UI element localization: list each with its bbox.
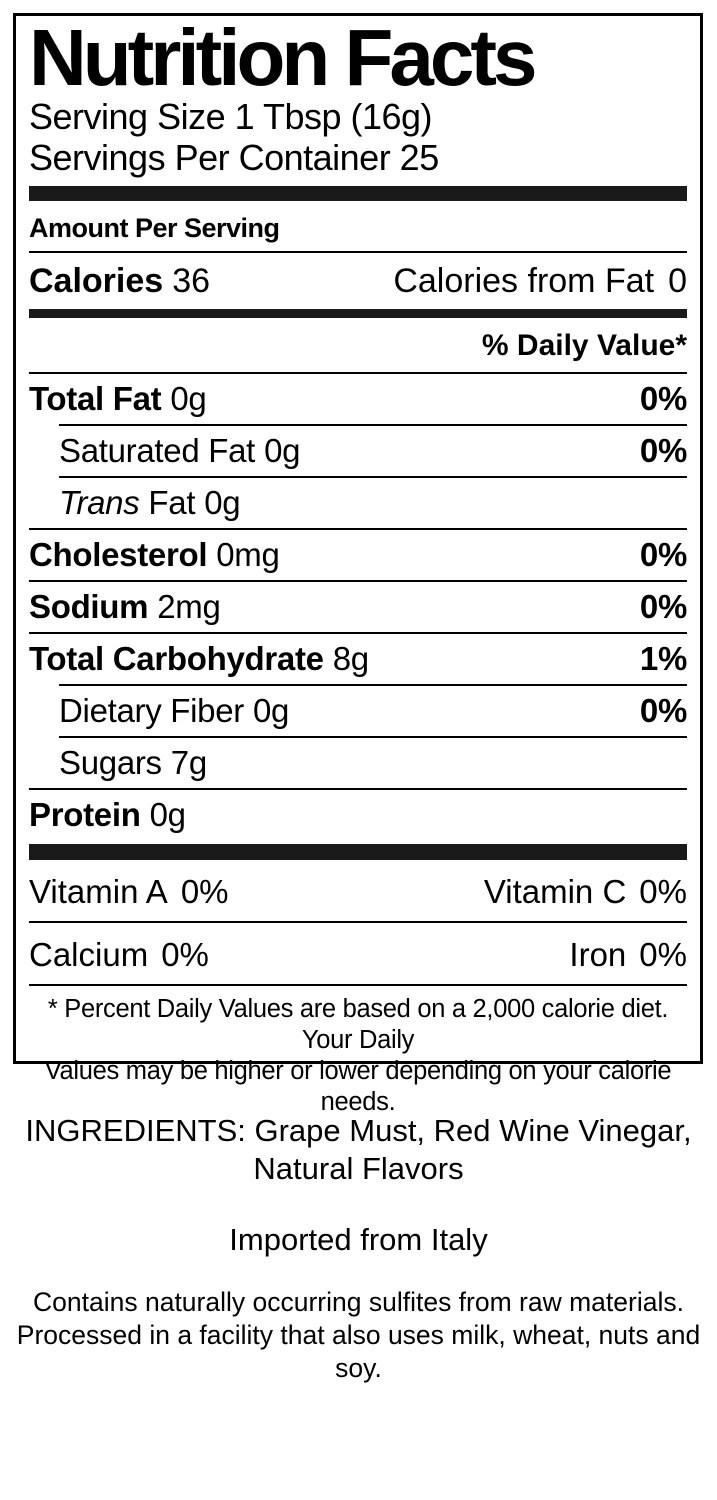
micronutrient-value: 0% [161,936,209,973]
nutrient-daily-value: 0% [639,692,687,729]
nutrient-amount: 2mg [157,588,221,625]
ingredients-line: Natural Flavors [253,1151,464,1186]
allergen-line: Processed in a facility that also uses m… [16,1320,701,1383]
thick-divider-bottom [29,844,687,860]
hairline-divider [29,984,687,986]
allergen-statement: Contains naturally occurring sulfites fr… [0,1286,717,1385]
iron-cell: Iron 0% [569,936,687,974]
nutrient-amount: 0g [149,796,186,833]
nutrient-amount: 0g [204,484,241,521]
nutrient-name: Dietary Fiber [59,692,244,729]
nutrient-name: Sodium [29,588,149,625]
nutrient-name: Total Carbohydrate [29,640,324,677]
nutrient-row-sugars: Sugars 7g [29,738,687,788]
hairline-divider [29,632,687,634]
calories-row: Calories 36 Calories from Fat 0 [29,253,687,309]
serving-size-text: Serving Size 1 Tbsp (16g) [29,96,433,137]
nutrient-row-cholesterol: Cholesterol 0mg 0% [29,530,687,580]
nutrient-row-protein: Protein 0g [29,790,687,840]
nutrient-daily-value: 1% [639,640,687,677]
footnote-line: * Percent Daily Values are based on a 2,… [47,995,669,1054]
hairline-divider [29,528,687,530]
thick-divider-top [29,186,687,201]
calcium-cell: Calcium 0% [29,936,209,974]
nutrient-row-trans-fat: Trans Fat 0g [29,478,687,528]
allergen-line: Contains naturally occurring sulfites fr… [33,1287,684,1317]
nutrient-daily-value: 0% [639,536,687,573]
micronutrient-value: 0% [639,936,687,973]
vitamin-a-cell: Vitamin A 0% [29,873,229,911]
nutrient-daily-value: 0% [639,432,687,469]
hairline-divider [29,580,687,582]
servings-per-container-text: Servings Per Container 25 [29,137,439,178]
amount-per-serving-heading: Amount Per Serving [29,213,280,243]
nutrient-daily-value: 0% [639,588,687,625]
daily-value-heading: % Daily Value* [481,329,687,362]
nutrient-row-total-fat: Total Fat 0g 0% [29,374,687,424]
medium-divider [29,309,687,318]
nutrient-amount: 0g [252,692,290,729]
hairline-divider [29,251,687,253]
calories-from-fat-value: 0 [668,262,687,300]
calories-from-fat-label: Calories from Fat [393,262,655,300]
calories-cell: Calories 36 [29,261,210,301]
daily-value-footnote: * Percent Daily Values are based on a 2,… [29,986,687,1118]
hairline-divider [29,921,687,923]
calories-value: 36 [172,262,211,300]
nutrient-amount: 0g [170,380,207,417]
vitamin-row-2: Calcium 0% Iron 0% [29,923,687,984]
nutrient-name: Cholesterol [29,536,208,573]
nutrient-name: Saturated Fat [59,432,256,469]
nutrient-row-sodium: Sodium 2mg 0% [29,582,687,632]
hairline-divider-indented [59,476,687,478]
calories-from-fat-cell: Calories from Fat 0 [393,261,687,301]
hairline-divider [29,372,687,374]
calories-label: Calories [29,262,164,300]
micronutrient-name: Iron [569,936,627,973]
hairline-divider-indented [59,684,687,686]
vitamin-c-cell: Vitamin C 0% [484,873,687,911]
footnote-line: Values may be higher or lower depending … [44,1057,672,1116]
micronutrient-name: Vitamin A [29,873,168,910]
nutrient-amount: 0mg [216,536,280,573]
nutrition-facts-label: Nutrition Facts Serving Size 1 Tbsp (16g… [13,13,703,1116]
hairline-divider-indented [59,424,687,426]
nutrient-daily-value: 0% [639,380,687,417]
label-title: Nutrition Facts [29,13,537,102]
hairline-divider [29,788,687,790]
nutrient-name-italic: Trans [59,484,140,521]
nutrient-row-dietary-fiber: Dietary Fiber 0g 0% [29,686,687,736]
nutrient-name: Sugars [59,744,162,781]
nutrient-row-saturated-fat: Saturated Fat 0g 0% [29,426,687,476]
micronutrient-value: 0% [639,873,687,910]
nutrient-amount: 8g [332,640,369,677]
ingredients-statement: INGREDIENTS: Grape Must, Red Wine Vinega… [0,1112,717,1188]
nutrient-name: Fat [148,484,196,521]
micronutrient-value: 0% [180,873,229,910]
nutrient-row-total-carbohydrate: Total Carbohydrate 8g 1% [29,634,687,684]
origin-statement: Imported from Italy [229,1222,488,1257]
micronutrient-name: Vitamin C [483,873,627,910]
hairline-divider-indented [59,736,687,738]
nutrient-amount: 0g [264,432,301,469]
ingredients-line: INGREDIENTS: Grape Must, Red Wine Vinega… [25,1113,692,1148]
nutrient-name: Total Fat [29,380,162,417]
vitamin-row-1: Vitamin A 0% Vitamin C 0% [29,860,687,921]
micronutrient-name: Calcium [29,936,149,973]
nutrient-name: Protein [29,796,141,833]
nutrient-amount: 7g [170,744,207,781]
